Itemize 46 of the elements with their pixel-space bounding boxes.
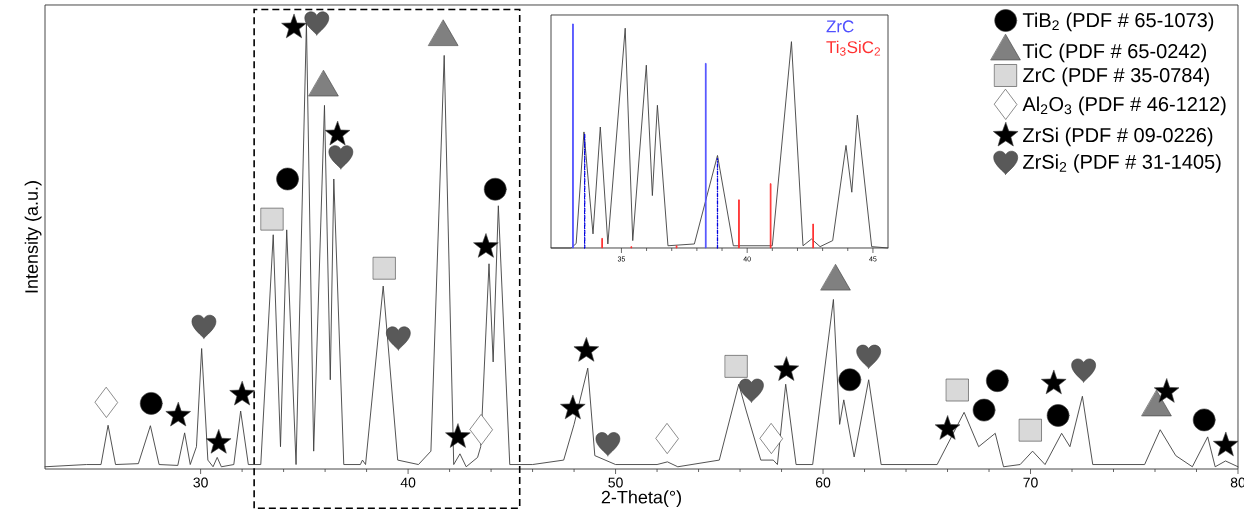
legend-label: TiC (PDF # 65-0242) — [1022, 43, 1207, 63]
point — [725, 355, 748, 378]
point — [1019, 418, 1042, 442]
point — [483, 177, 507, 201]
y-axis-title: Intensity (a.u.) — [24, 181, 42, 293]
point — [281, 14, 307, 39]
point — [655, 423, 679, 454]
point — [276, 167, 299, 191]
point — [1046, 404, 1070, 427]
point — [139, 392, 163, 415]
text: ZrC — [826, 20, 854, 33]
point — [260, 207, 284, 231]
point — [469, 414, 493, 446]
point — [946, 378, 969, 402]
legend-label: TiB$_{2}$ (PDF # 65-1073) — [1022, 12, 1214, 32]
x-tick-label: 70 — [1023, 477, 1038, 488]
point — [373, 256, 396, 280]
point — [1153, 378, 1180, 403]
x-tick-label: 40 — [400, 477, 416, 488]
point — [94, 387, 118, 418]
legend-label: ZrSi (PDF # 09-0226) — [1023, 127, 1213, 147]
x-tick-label: 30 — [193, 477, 208, 488]
point — [573, 337, 599, 362]
x-tick-label: 50 — [608, 477, 623, 488]
point — [165, 402, 191, 427]
legend-label: ZrC (PDF # 35-0784) — [1023, 67, 1209, 87]
legend-label: ZrSi$_{2}$ (PDF # 31-1405) — [1023, 154, 1221, 173]
point — [560, 395, 586, 420]
point — [934, 415, 961, 440]
point — [773, 356, 799, 381]
point — [229, 381, 255, 406]
point — [972, 398, 996, 422]
point — [445, 423, 471, 448]
point — [1213, 432, 1239, 457]
point — [473, 233, 499, 258]
x-tick-label: 60 — [815, 477, 831, 488]
point — [838, 368, 862, 392]
point — [206, 429, 232, 454]
point — [759, 423, 783, 454]
legend-label: Al$_{2}$O$_{3}$ (PDF # 46-1212) — [1022, 96, 1226, 116]
point — [986, 369, 1009, 392]
text: Ti$_{3}$SiC$_{2}$ — [826, 40, 881, 56]
point — [1192, 408, 1216, 432]
x-axis-title: 2-Theta(°) — [601, 490, 681, 508]
point — [324, 121, 351, 146]
point — [1041, 370, 1067, 395]
